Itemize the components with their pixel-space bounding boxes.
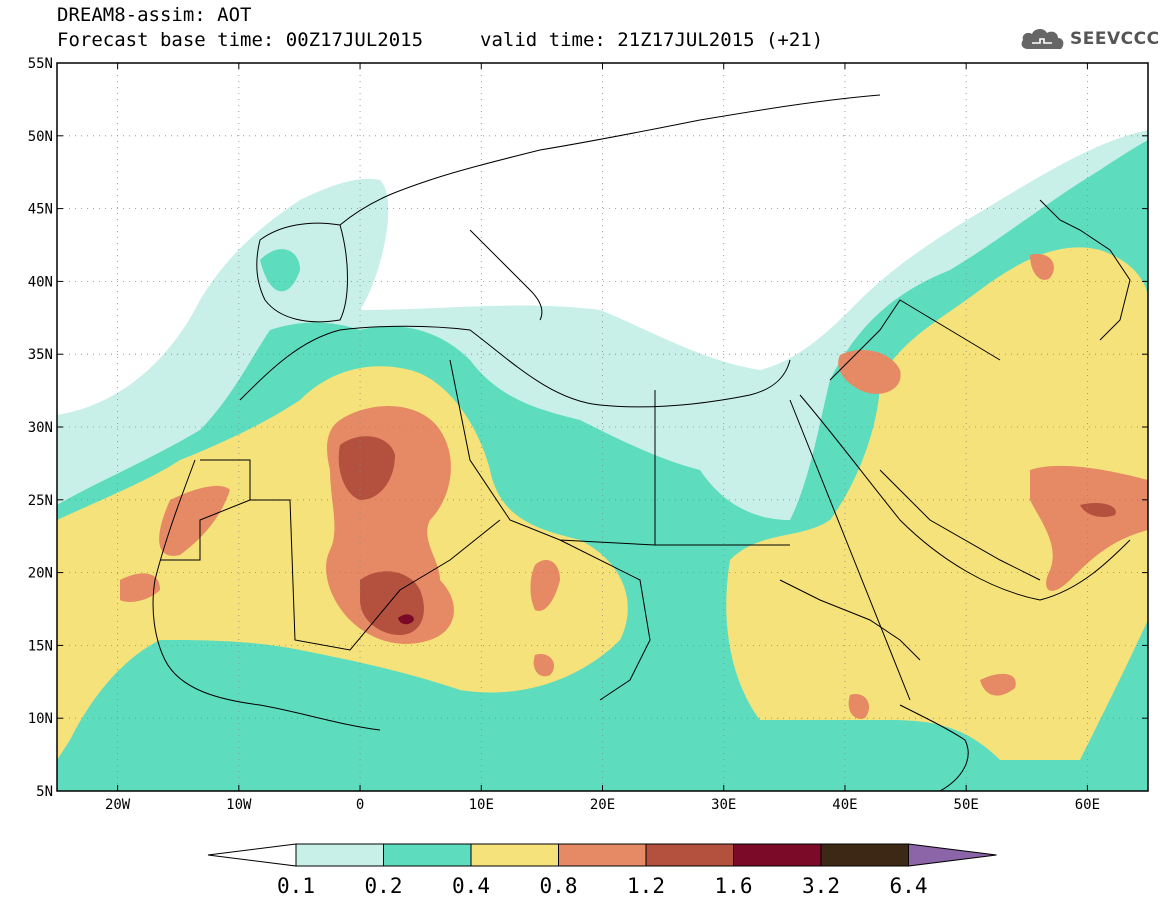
lon-tick-label: 20E	[590, 797, 615, 813]
border-caspian	[1039, 199, 1131, 341]
colorbar-label: 6.4	[890, 874, 928, 898]
colorbar-label: 1.6	[715, 874, 753, 898]
colorbar-bin	[470, 843, 559, 867]
border-saudi	[879, 469, 1041, 581]
coastline-iberia	[256, 222, 348, 323]
border-algeria-libya	[449, 359, 656, 546]
axis-labels: 55N 50N 45N 40N 35N 30N 25N 20N 15N 10N 5N 20W 10W 0 1…	[28, 56, 1100, 813]
colorbar-label: 0.2	[365, 874, 403, 898]
cloud-icon	[1021, 28, 1064, 49]
border-sahel	[200, 459, 501, 651]
colorbar-bin	[645, 843, 734, 867]
colorbar-low-arrow	[207, 843, 297, 867]
forecast-base-time: Forecast base time: 00Z17JUL2015	[57, 29, 424, 51]
lon-tick-label: 50E	[954, 797, 979, 813]
valid-time: valid time: 21Z17JUL2015 (+21)	[480, 29, 824, 51]
colorbar-label: 3.2	[802, 874, 840, 898]
map-title: DREAM8-assim: AOT	[57, 4, 252, 26]
colorbar-label: 0.4	[452, 874, 490, 898]
coastline-italy	[469, 229, 543, 321]
lat-tick-label: 45N	[28, 202, 53, 218]
border-sudan	[559, 539, 651, 701]
aot-colorbar-labels: 0.1 0.2 0.4 0.8 1.2 1.6 3.2 6.4	[277, 874, 927, 898]
seevccc-logo: SEEVCCC	[1018, 24, 1160, 54]
coastline-arabia	[799, 394, 1131, 601]
aot-colorbar	[207, 843, 997, 867]
aot-band-0.8	[120, 254, 1148, 719]
logo-text: SEEVCCC	[1070, 29, 1160, 49]
lon-tick-label: 10E	[469, 797, 494, 813]
coastline-west-africa	[152, 459, 381, 731]
lon-tick-label: 30E	[711, 797, 736, 813]
lat-tick-label: 55N	[28, 56, 53, 72]
lat-tick-label: 50N	[28, 129, 53, 145]
coastline-horn-africa	[899, 704, 969, 791]
lon-tick-label: 0	[356, 797, 364, 813]
border-iraq-iran	[829, 299, 1001, 381]
colorbar-bin	[558, 843, 647, 867]
coastline-red-sea	[789, 399, 911, 701]
colorbar-high-arrow	[908, 843, 997, 867]
lat-tick-label: 30N	[28, 420, 53, 436]
lat-tick-label: 40N	[28, 274, 53, 290]
lat-tick-label: 25N	[28, 493, 53, 509]
lon-tick-label: 60E	[1075, 797, 1100, 813]
country-borders	[152, 94, 1131, 791]
lat-tick-label: 10N	[28, 711, 53, 727]
lat-tick-label: 35N	[28, 347, 53, 363]
lon-tick-label: 10W	[226, 797, 252, 813]
graticule	[57, 63, 1148, 791]
border-ethiopia	[779, 579, 921, 661]
border-mauritania	[160, 499, 251, 561]
colorbar-bin	[383, 843, 472, 867]
colorbar-label: 1.2	[627, 874, 665, 898]
lat-tick-label: 20N	[28, 566, 53, 582]
coastline-europe	[339, 94, 881, 226]
colorbar-bin	[820, 843, 909, 867]
aot-field	[57, 63, 1148, 791]
lon-tick-label: 40E	[832, 797, 857, 813]
colorbar-label: 0.8	[540, 874, 578, 898]
coastline-mediterranean-south	[239, 325, 791, 408]
border-libya-egypt	[654, 390, 790, 546]
aot-band-1.6	[398, 614, 414, 625]
colorbar-bin	[733, 843, 822, 867]
lat-tick-label: 5N	[36, 784, 53, 800]
colorbar-bin	[295, 843, 384, 867]
lon-tick-label: 20W	[105, 797, 131, 813]
axis-ticks	[57, 62, 1148, 792]
lat-tick-label: 15N	[28, 638, 53, 654]
colorbar-label: 0.1	[277, 874, 315, 898]
